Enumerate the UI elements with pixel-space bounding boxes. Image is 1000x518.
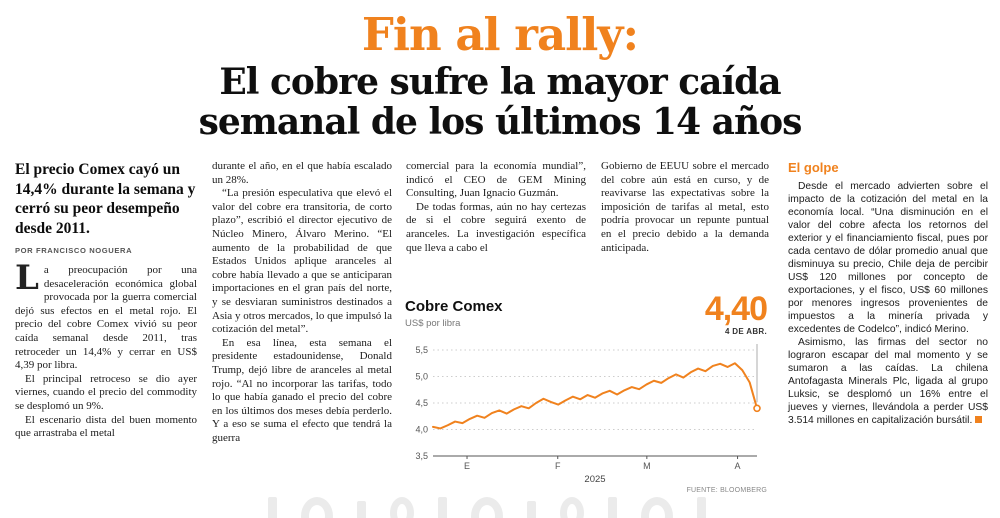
- paragraph-text: Asimismo, las firmas del sector no logra…: [788, 337, 988, 426]
- headline-title: El cobre sufre la mayor caída semanal de…: [198, 60, 803, 144]
- svg-text:E: E: [464, 461, 470, 471]
- paragraph-text: a preocupación por una desaceleración ec…: [15, 264, 197, 372]
- chart-highlight: 4,40 4 DE ABR.: [704, 290, 768, 336]
- paragraph: comercial para la economía mundial”, ind…: [406, 160, 586, 200]
- paragraph: Desde el mercado advierten sobre el impa…: [788, 181, 988, 335]
- article-byline: POR FRANCISCO NOGUERA: [15, 246, 133, 255]
- chart-highlight-value: 4,40: [704, 290, 768, 328]
- copper-price-line-chart: 5,5 5,0 4,5 4,0 3,5 E F M A 2025: [415, 344, 761, 484]
- print-bleed-artifact: [268, 497, 840, 518]
- paragraph: El escenario dista del buen momento que …: [15, 413, 197, 440]
- sidebar-heading: El golpe: [788, 160, 839, 175]
- chart-title: Cobre Comex: [405, 298, 503, 315]
- paragraph: En esa línea, esta semana el presidente …: [212, 336, 392, 444]
- paragraph: De todas formas, aún no hay certezas de …: [406, 200, 586, 254]
- paragraph: Gobierno de EEUU sobre el mercado del co…: [601, 160, 769, 254]
- chart-source: FUENTE: BLOOMBERG: [686, 487, 767, 494]
- svg-text:4,5: 4,5: [415, 398, 428, 408]
- column-3: comercial para la economía mundial”, ind…: [406, 160, 586, 255]
- paragraph: durante el año, en el que había escalado…: [212, 160, 392, 186]
- svg-text:A: A: [735, 461, 741, 471]
- svg-text:M: M: [643, 461, 651, 471]
- paragraph: El principal retroceso se dio ayer viern…: [15, 372, 197, 412]
- column-4: Gobierno de EEUU sobre el mercado del co…: [601, 160, 769, 255]
- article-header: Fin al rally: El cobre sufre la mayor ca…: [0, 12, 1000, 143]
- column-1: El precio Comex cayó un 14,4% durante la…: [15, 160, 197, 441]
- chart-highlight-date: 4 DE ABR.: [725, 327, 767, 336]
- svg-text:3,5: 3,5: [415, 451, 428, 461]
- svg-text:4,0: 4,0: [415, 425, 428, 435]
- headline-kicker: Fin al rally:: [361, 8, 639, 61]
- paragraph: “La presión especulativa que elevó el va…: [212, 187, 392, 336]
- svg-text:2025: 2025: [584, 474, 605, 484]
- sidebar-el-golpe: El golpe Desde el mercado advierten sobr…: [788, 160, 988, 427]
- svg-text:5,0: 5,0: [415, 372, 428, 382]
- svg-text:5,5: 5,5: [415, 345, 428, 355]
- column-2: durante el año, en el que había escalado…: [212, 160, 392, 445]
- article-end-mark: [975, 416, 983, 423]
- svg-text:F: F: [555, 461, 561, 471]
- drop-cap: L: [15, 258, 39, 298]
- paragraph: Asimismo, las firmas del sector no logra…: [788, 336, 988, 427]
- article-lede: El precio Comex cayó un 14,4% durante la…: [15, 161, 196, 237]
- chart-subtitle: US$ por libra: [405, 318, 461, 329]
- copper-chart-module: Cobre Comex US$ por libra 4,40 4 DE ABR.…: [405, 292, 770, 506]
